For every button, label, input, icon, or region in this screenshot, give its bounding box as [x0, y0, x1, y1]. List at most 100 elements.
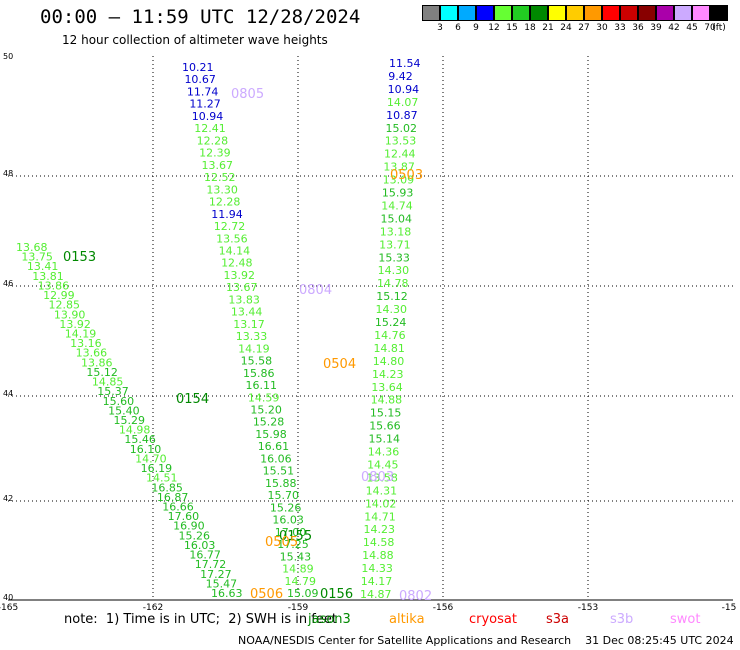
swh-value: 17.25 — [277, 538, 309, 551]
legend-swatch — [458, 5, 476, 21]
swh-value: 13.81 — [32, 270, 64, 283]
mission-label: jason3 — [308, 612, 351, 627]
swh-value: 14.71 — [364, 510, 396, 523]
lon-tick-label: -156 — [433, 603, 454, 613]
legend-label: 45 — [686, 23, 698, 33]
track-id-label: 0154 — [176, 392, 209, 407]
legend-swatch — [530, 5, 548, 21]
lon-tick-label: -162 — [143, 603, 163, 613]
swh-value: 15.28 — [253, 416, 285, 429]
track-id-label: 0802 — [399, 589, 432, 604]
legend-swatch — [674, 5, 692, 21]
swh-value: 16.85 — [151, 481, 183, 494]
legend-unit: (ft) — [712, 23, 726, 33]
swh-value: 15.86 — [243, 367, 275, 380]
footer-note: note: 1) Time is in UTC; 2) SWH is in fe… — [64, 612, 337, 627]
swh-value: 13.64 — [371, 381, 403, 394]
swh-value: 15.98 — [255, 428, 286, 441]
swh-value: 15.26 — [179, 529, 211, 542]
swh-value: 15.46 — [124, 433, 156, 446]
swh-value: 14.98 — [119, 424, 150, 437]
swh-value: 13.68 — [16, 241, 48, 254]
swh-value: 11.94 — [211, 208, 243, 221]
swh-value: 13.18 — [380, 225, 412, 238]
swh-value: 10.67 — [184, 73, 216, 86]
swh-value: 15.12 — [376, 290, 408, 303]
swh-value: 12.28 — [209, 196, 241, 209]
legend-label: 9 — [473, 23, 479, 33]
legend-label: 15 — [506, 23, 518, 33]
swh-value: 10.94 — [388, 83, 420, 96]
swh-value: 15.43 — [280, 550, 312, 563]
legend-label: 27 — [578, 23, 590, 33]
swh-value: 16.03 — [272, 514, 304, 527]
swh-value: 16.06 — [260, 452, 292, 465]
swh-value: 14.33 — [361, 562, 393, 575]
legend-swatch — [566, 5, 584, 21]
lat-tick-label: 50 — [3, 52, 13, 61]
swh-value: 13.33 — [236, 330, 268, 343]
swh-value: 15.70 — [267, 489, 299, 502]
legend-label: 21 — [542, 23, 554, 33]
legend-label: 18 — [524, 23, 536, 33]
track-id-label: 0803 — [361, 470, 394, 485]
lat-tick-label: 46 — [3, 279, 13, 288]
swh-value: 15.37 — [97, 385, 129, 398]
swh-value: 17.27 — [200, 568, 232, 581]
swh-value: 13.30 — [206, 183, 238, 196]
lat-tick-label: 42 — [3, 494, 13, 503]
track-id-label: 0804 — [299, 283, 332, 298]
swh-value: 14.23 — [364, 523, 396, 536]
swh-value: 14.76 — [374, 329, 406, 342]
legend-swatch — [476, 5, 494, 21]
swh-value: 14.19 — [238, 342, 269, 355]
swh-value: 16.90 — [173, 520, 205, 533]
swh-value: 13.83 — [228, 293, 260, 306]
lon-tick-label: -153 — [578, 603, 598, 613]
swh-value: 14.17 — [361, 575, 393, 588]
lat-tick-label: 48 — [3, 169, 13, 178]
track-id-label: 0506 — [250, 587, 283, 602]
swh-value: 15.09 — [287, 587, 319, 600]
swh-value: 16.10 — [130, 443, 162, 456]
swh-value: 12.44 — [384, 148, 416, 161]
legend-swatch — [656, 5, 674, 21]
swh-value: 15.58 — [241, 355, 273, 368]
swh-value: 13.92 — [59, 318, 90, 331]
swh-value: 14.78 — [377, 277, 409, 290]
legend-swatch — [620, 5, 638, 21]
swh-value: 14.80 — [373, 355, 405, 368]
swh-value: 16.61 — [258, 440, 290, 453]
swh-value: 15.12 — [86, 366, 118, 379]
legend-label: 70 — [704, 23, 716, 33]
swh-value: 13.41 — [27, 260, 59, 273]
swh-value: 14.30 — [378, 264, 410, 277]
swh-value: 13.92 — [224, 269, 256, 282]
swh-value: 14.36 — [368, 446, 400, 459]
legend-swatch — [494, 5, 512, 21]
track-id-label: 0155 — [279, 529, 312, 544]
swh-value: 14.07 — [387, 96, 419, 109]
page-subtitle: 12 hour collection of altimeter wave hei… — [62, 33, 328, 47]
swh-value: 14.85 — [92, 376, 124, 389]
swh-value: 13.86 — [38, 279, 70, 292]
swh-value: 16.11 — [245, 379, 277, 392]
legend-swatch — [422, 5, 440, 21]
swh-value: 14.51 — [146, 472, 178, 485]
swh-value: 14.59 — [248, 391, 280, 404]
swh-value: 12.41 — [194, 122, 226, 135]
legend-swatch — [584, 5, 602, 21]
altimeter-tracks: 10.2110.6711.7411.2710.9412.4112.2812.39… — [16, 57, 421, 601]
legend-label: 3 — [437, 23, 443, 33]
swh-value: 14.88 — [362, 549, 394, 562]
legend-label: 12 — [488, 23, 500, 33]
swh-value: 11.27 — [189, 98, 221, 111]
swh-value: 17.72 — [195, 558, 227, 571]
swh-value: 15.04 — [381, 212, 413, 225]
swh-value: 9.42 — [388, 70, 413, 83]
swh-value: 15.14 — [368, 433, 400, 446]
legend-swatch — [638, 5, 656, 21]
swh-value: 14.79 — [285, 575, 317, 588]
lon-tick-label: -15 — [722, 603, 737, 613]
legend-swatch — [440, 5, 458, 21]
